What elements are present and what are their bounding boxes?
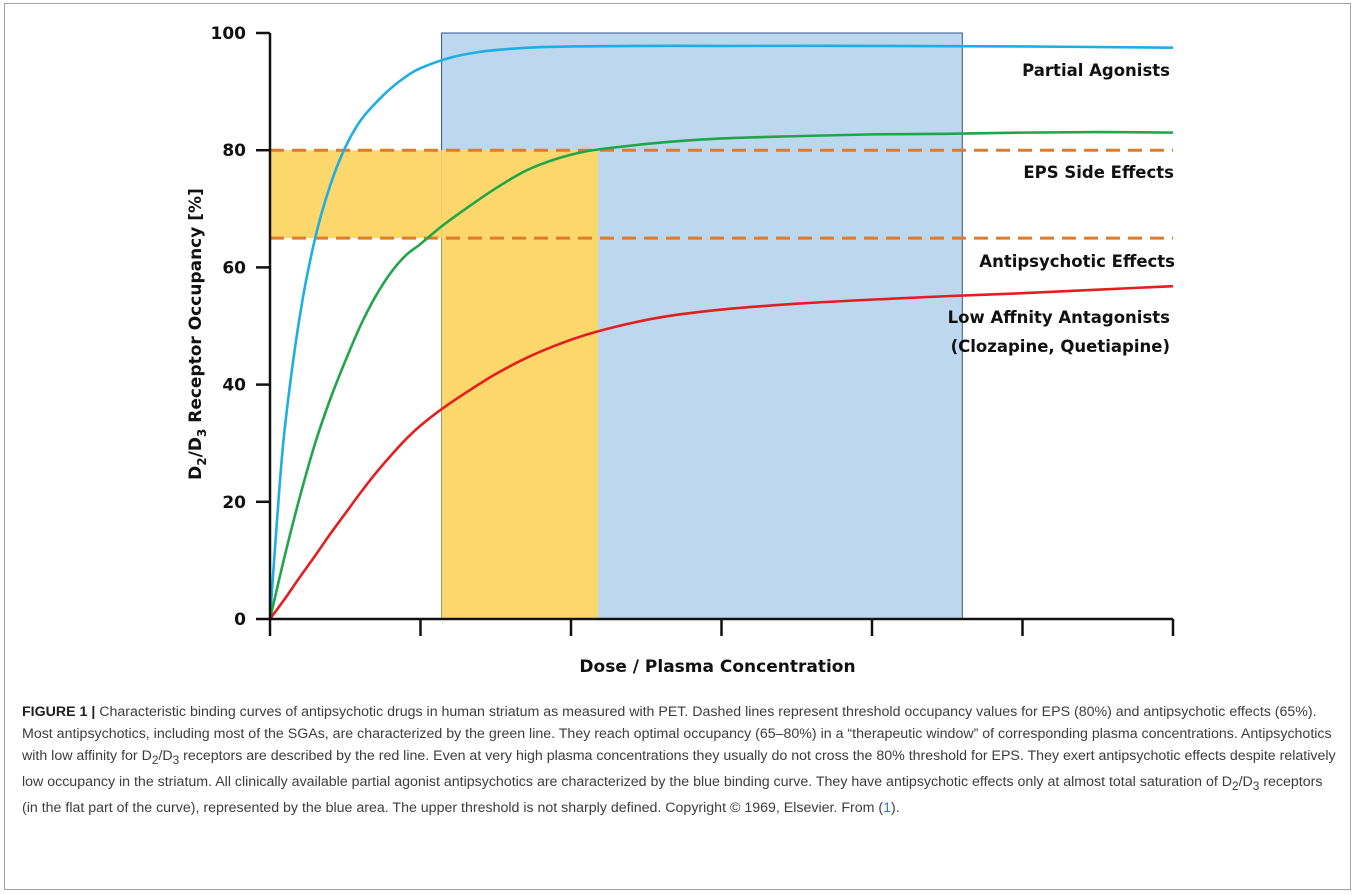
low-affinity-antagonists-label: Low Affnity Antagonists xyxy=(948,308,1171,327)
caption-sub-2: 3 xyxy=(172,752,180,767)
binding-curves xyxy=(268,44,1174,620)
caption-text-4: /D xyxy=(1238,773,1253,790)
y-ticks: 0 20 40 60 80 100 xyxy=(211,24,270,630)
occupancy-chart: 0 20 40 60 80 100 Dose / Plasma Concentration… xyxy=(186,24,1176,677)
y-tick-label-0: 0 xyxy=(234,610,246,630)
caption-sub-4: 3 xyxy=(1252,778,1260,793)
region-threshold-band xyxy=(270,150,442,239)
antipsychotic-effects-label: Antipsychotic Effects xyxy=(979,252,1175,271)
partial-agonists-label: Partial Agonists xyxy=(1022,61,1170,80)
caption-text-2: /D xyxy=(158,748,173,764)
x-axis-title: Dose / Plasma Concentration xyxy=(579,657,855,677)
y-tick-label-100: 100 xyxy=(211,24,247,44)
typical-antipsychotic-curve xyxy=(268,130,1174,620)
caption-text-1: Characteristic binding curves of antipsy… xyxy=(22,704,1332,764)
y-tick-label-60: 60 xyxy=(222,258,246,278)
eps-side-effects-label: EPS Side Effects xyxy=(1023,163,1174,182)
caption-text-6: ). xyxy=(891,799,900,816)
y-tick-label-40: 40 xyxy=(222,376,246,396)
low-affinity-antagonist-curve xyxy=(268,284,1174,620)
figure-frame: 0 20 40 60 80 100 Dose / Plasma Concentration… xyxy=(4,3,1351,890)
y-axis-title: D2/D3 Receptor Occupancy [%] xyxy=(186,188,209,480)
reference-link[interactable]: 1 xyxy=(883,799,892,816)
caption-text-3: receptors are described by the red line.… xyxy=(22,748,1336,790)
figure-label: FIGURE 1 | xyxy=(22,704,96,720)
y-tick-label-20: 20 xyxy=(222,493,246,513)
caption-sub-1: 2 xyxy=(151,752,159,767)
x-ticks xyxy=(268,619,1175,636)
threshold-lines xyxy=(270,148,1173,240)
y-tick-label-80: 80 xyxy=(222,141,246,161)
figure-caption: FIGURE 1 | Characteristic binding curves… xyxy=(22,701,1342,819)
shaded-regions xyxy=(270,32,963,620)
caption-text-5: receptors (in the flat part of the curve… xyxy=(22,773,1323,816)
low-affinity-examples-label: (Clozapine, Quetiapine) xyxy=(951,337,1170,356)
annotations: Partial Agonists EPS Side Effects Antips… xyxy=(948,61,1176,356)
caption-sub-3: 2 xyxy=(1232,778,1239,793)
partial-agonist-curve xyxy=(268,44,1174,620)
region-therapeutic-window xyxy=(441,150,599,619)
